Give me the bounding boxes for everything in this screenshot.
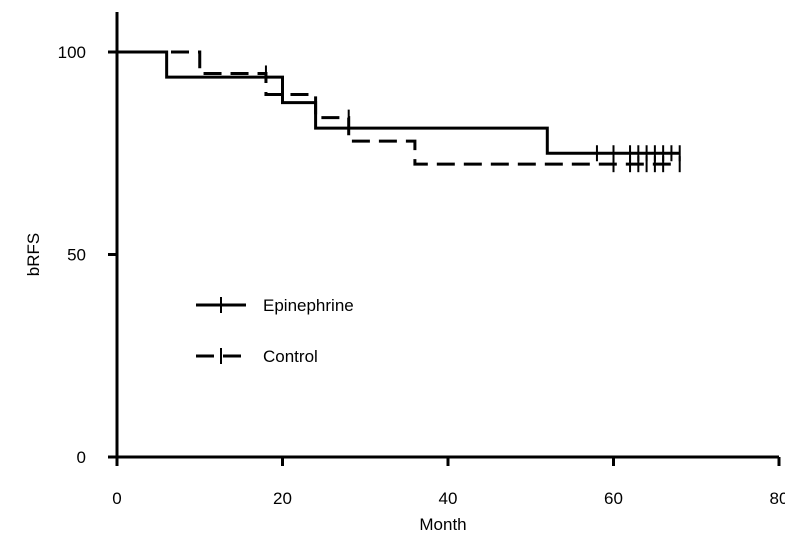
x-tick-label: 40	[439, 489, 458, 508]
x-tick-label: 0	[112, 489, 121, 508]
series-line-epinephrine	[117, 50, 680, 155]
x-tick-label: 60	[604, 489, 623, 508]
series-group	[117, 50, 681, 173]
y-tick-label: 100	[58, 43, 86, 62]
series-line-control	[117, 50, 680, 166]
legend-label-control: Control	[263, 347, 318, 366]
x-axis-title: Month	[419, 515, 466, 534]
legend: Epinephrine Control	[196, 296, 354, 366]
axes: 0 20 40 60 80 0 50 100	[58, 12, 785, 508]
y-tick-label: 0	[77, 448, 86, 467]
y-axis-title: bRFS	[24, 233, 43, 276]
legend-label-epinephrine: Epinephrine	[263, 296, 354, 315]
x-tick-label: 80	[770, 489, 785, 508]
y-tick-label: 50	[67, 246, 86, 265]
x-tick-label: 20	[273, 489, 292, 508]
